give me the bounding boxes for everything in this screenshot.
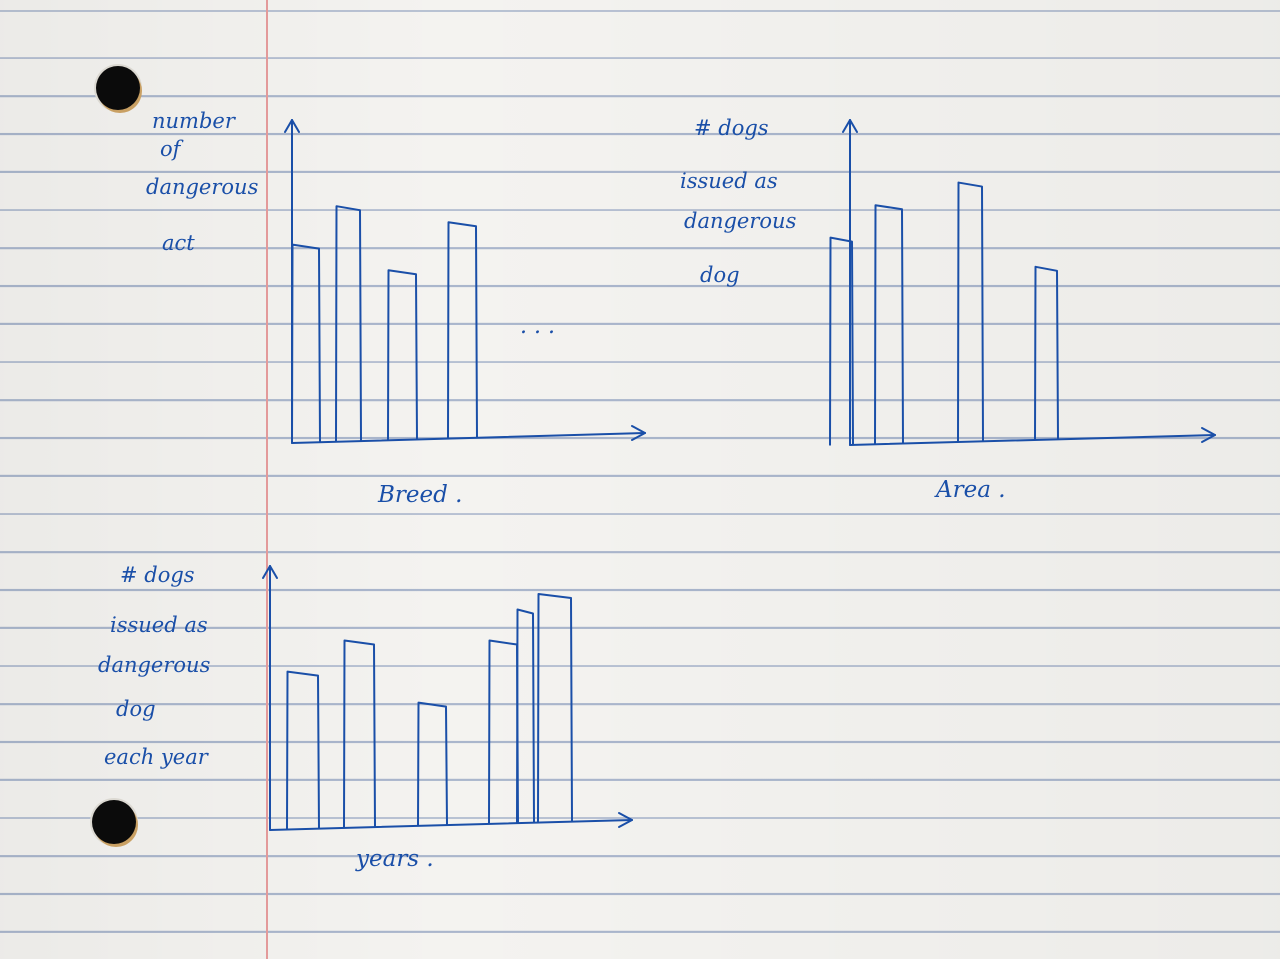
punch-hole-bottom bbox=[92, 800, 136, 844]
ylabel-line: dangerous bbox=[684, 209, 797, 233]
ylabel-line: number bbox=[152, 109, 237, 133]
bar bbox=[537, 592, 573, 823]
x-axis-arrow bbox=[1201, 434, 1216, 443]
chart-breed-xlabel: Breed . bbox=[377, 482, 462, 508]
ylabel-line: act bbox=[162, 231, 195, 255]
bar bbox=[516, 608, 535, 824]
ylabel-line: dangerous bbox=[146, 175, 259, 199]
bar bbox=[387, 269, 418, 441]
x-axis-arrow bbox=[1201, 427, 1216, 436]
x-axis-arrow bbox=[618, 819, 633, 828]
x-axis-arrow bbox=[631, 425, 646, 434]
y-axis-arrow bbox=[842, 119, 851, 133]
bar bbox=[335, 205, 362, 442]
bar bbox=[447, 221, 478, 439]
bar bbox=[417, 701, 448, 826]
y-axis-arrow bbox=[262, 565, 271, 579]
bar bbox=[286, 670, 320, 830]
x-axis-arrow bbox=[631, 432, 646, 441]
margin-line bbox=[266, 0, 268, 959]
chart-area: # dogs issued as dangerous dog Area . bbox=[680, 116, 1216, 503]
y-axis-arrow bbox=[269, 565, 278, 579]
ylabel-line: # dogs bbox=[120, 563, 195, 587]
chart-breed-continuation: . . . bbox=[520, 314, 555, 339]
y-axis-arrow bbox=[849, 119, 858, 133]
chart-area-xlabel: Area . bbox=[934, 477, 1006, 503]
ylabel-line: each year bbox=[104, 745, 210, 769]
x-axis bbox=[849, 434, 1216, 446]
ylabel-text-a: number bbox=[152, 109, 237, 133]
x-axis bbox=[291, 432, 646, 444]
x-axis bbox=[269, 819, 633, 831]
x-axis-arrow bbox=[618, 812, 633, 821]
ylabel-line: # dogs bbox=[694, 116, 769, 140]
chart-breed: number of dangerous act Breed . . . . bbox=[146, 109, 646, 508]
bar bbox=[1034, 265, 1059, 440]
bar bbox=[874, 204, 904, 445]
ylabel-line: of bbox=[160, 137, 184, 161]
punch-hole-top bbox=[96, 66, 140, 110]
y-axis-arrow bbox=[284, 119, 293, 133]
bar bbox=[957, 181, 984, 443]
bar bbox=[488, 639, 519, 824]
y-axis-arrow bbox=[291, 119, 300, 133]
ylabel-line: dog bbox=[116, 697, 156, 721]
ylabel-line: dangerous bbox=[98, 653, 211, 677]
ylabel-line: issued as bbox=[110, 613, 208, 637]
bar bbox=[829, 236, 854, 446]
bar bbox=[343, 639, 376, 828]
ylabel-line: dog bbox=[700, 263, 740, 287]
chart-years-xlabel: years . bbox=[355, 846, 434, 872]
ylabel-line: issued as bbox=[680, 169, 778, 193]
bar bbox=[291, 243, 321, 444]
chart-years: # dogs issued as dangerous dog each year… bbox=[98, 563, 633, 872]
